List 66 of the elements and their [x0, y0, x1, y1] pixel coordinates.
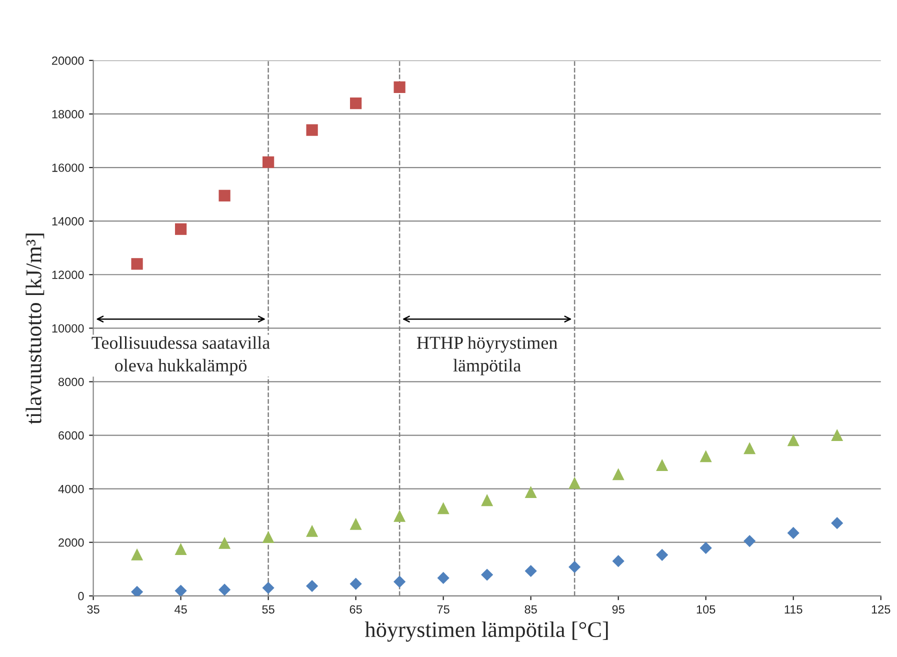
point — [568, 476, 581, 489]
point — [481, 494, 494, 506]
x-axis-title: höyrystimen lämpötila [°C] — [364, 621, 608, 642]
point — [306, 124, 318, 136]
point — [218, 536, 231, 549]
point — [744, 442, 756, 454]
x-tick-label: 105 — [696, 605, 716, 614]
x-tick-label: 95 — [612, 605, 624, 614]
point — [174, 584, 187, 596]
point — [700, 450, 712, 462]
point — [306, 580, 318, 592]
point — [174, 543, 187, 556]
point — [787, 434, 800, 446]
point — [612, 555, 624, 568]
y-tick-label: 12000 — [52, 270, 84, 280]
point — [568, 560, 581, 574]
point — [787, 526, 800, 540]
point — [350, 97, 362, 110]
annotation: HTHP höyrystimen lämpötila — [416, 336, 558, 376]
x-tick-label: 45 — [174, 605, 187, 614]
point — [130, 586, 144, 596]
x-tick-label: 85 — [524, 605, 537, 614]
point — [437, 502, 450, 514]
point — [262, 530, 274, 544]
annotation: Teollisuudessa saatavilla oleva hukkalämpö — [92, 336, 270, 376]
point — [174, 223, 187, 235]
point — [437, 572, 450, 584]
point — [218, 584, 231, 596]
y-axis-title: tilavuustuotto [kJ/m³] — [26, 234, 44, 424]
point — [612, 468, 624, 480]
point — [350, 578, 362, 590]
point — [131, 548, 144, 560]
y-tick-label: 20000 — [52, 56, 84, 65]
point — [524, 564, 537, 578]
x-tick-label: 35 — [87, 605, 100, 614]
point — [831, 517, 844, 530]
point — [131, 258, 143, 270]
point — [524, 486, 537, 498]
y-tick-label: 16000 — [52, 164, 84, 172]
y-tick-label: 18000 — [52, 110, 84, 118]
y-tick-label: 4000 — [58, 484, 84, 494]
point — [481, 568, 494, 581]
point — [262, 582, 274, 594]
y-tick-label: 10000 — [52, 324, 84, 333]
point — [744, 534, 756, 548]
y-tick-label: 2000 — [58, 538, 84, 547]
x-tick-label: 115 — [784, 605, 802, 614]
x-tick-label: 65 — [350, 605, 362, 614]
point — [350, 518, 362, 530]
point — [656, 548, 668, 561]
x-tick-label: 125 — [872, 605, 890, 614]
point — [306, 524, 318, 537]
point — [218, 190, 230, 202]
y-tick-label: 8000 — [58, 378, 84, 386]
point — [394, 510, 406, 522]
point — [700, 542, 712, 554]
point — [394, 576, 406, 588]
x-tick-label: 75 — [437, 605, 450, 614]
y-tick-label: 14000 — [52, 217, 84, 226]
point — [831, 428, 844, 442]
y-tick-label: 6000 — [58, 431, 84, 440]
point — [394, 81, 406, 94]
x-tick-label: 55 — [262, 605, 274, 614]
point — [262, 156, 274, 168]
point — [656, 458, 668, 471]
y-tick-label: 0 — [78, 592, 84, 600]
